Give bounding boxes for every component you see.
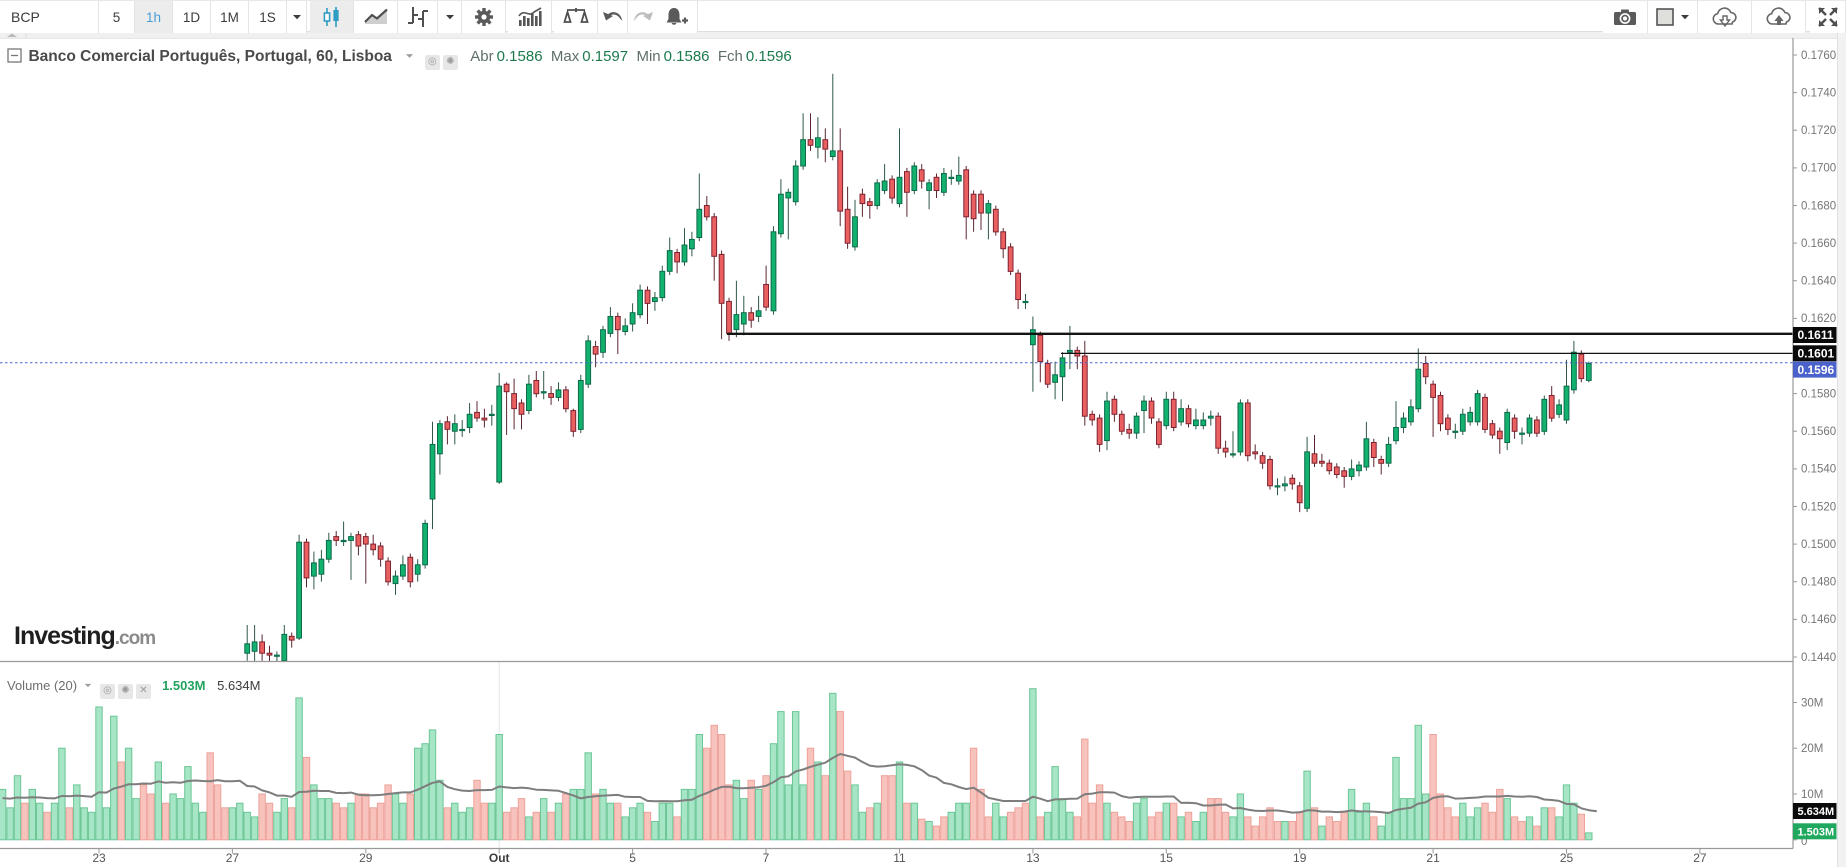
svg-text:10M: 10M — [1801, 789, 1823, 801]
svg-text:Out: Out — [489, 851, 510, 865]
svg-text:0.1520: 0.1520 — [1801, 501, 1836, 513]
svg-text:21: 21 — [1426, 851, 1440, 865]
svg-text:0.1440: 0.1440 — [1801, 652, 1836, 664]
svg-text:0.1500: 0.1500 — [1801, 539, 1836, 551]
svg-text:0.1760: 0.1760 — [1801, 50, 1836, 62]
svg-text:0: 0 — [1801, 836, 1807, 848]
svg-text:19: 19 — [1293, 851, 1307, 865]
svg-text:0.1680: 0.1680 — [1801, 200, 1836, 212]
svg-text:0.1460: 0.1460 — [1801, 614, 1836, 626]
svg-text:11: 11 — [893, 851, 906, 865]
svg-text:0.1740: 0.1740 — [1801, 87, 1836, 99]
svg-text:29: 29 — [359, 851, 373, 865]
svg-text:1.503M: 1.503M — [1798, 827, 1835, 839]
svg-text:7: 7 — [763, 851, 770, 865]
svg-text:0.1720: 0.1720 — [1801, 125, 1836, 137]
svg-text:5: 5 — [629, 851, 636, 865]
svg-text:5.634M: 5.634M — [1798, 806, 1835, 818]
svg-text:13: 13 — [1026, 851, 1040, 865]
svg-text:0.1601: 0.1601 — [1798, 347, 1835, 361]
svg-text:0.1560: 0.1560 — [1801, 426, 1836, 438]
svg-text:0.1580: 0.1580 — [1801, 388, 1836, 400]
svg-text:0.1640: 0.1640 — [1801, 276, 1836, 288]
svg-text:0.1700: 0.1700 — [1801, 163, 1836, 175]
svg-text:Investing.com: Investing.com — [14, 622, 155, 650]
svg-text:27: 27 — [1693, 851, 1707, 865]
svg-text:0.1596: 0.1596 — [1798, 363, 1835, 377]
svg-text:15: 15 — [1160, 851, 1174, 865]
svg-text:23: 23 — [92, 851, 106, 865]
svg-text:0.1660: 0.1660 — [1801, 238, 1836, 250]
svg-text:0.1611: 0.1611 — [1798, 328, 1834, 342]
svg-text:20M: 20M — [1801, 743, 1823, 755]
svg-text:0.1540: 0.1540 — [1801, 464, 1836, 476]
svg-text:30M: 30M — [1801, 697, 1823, 709]
svg-text:0.1480: 0.1480 — [1801, 577, 1836, 589]
svg-text:27: 27 — [226, 851, 240, 865]
svg-text:0.1620: 0.1620 — [1801, 313, 1836, 325]
svg-text:25: 25 — [1560, 851, 1574, 865]
